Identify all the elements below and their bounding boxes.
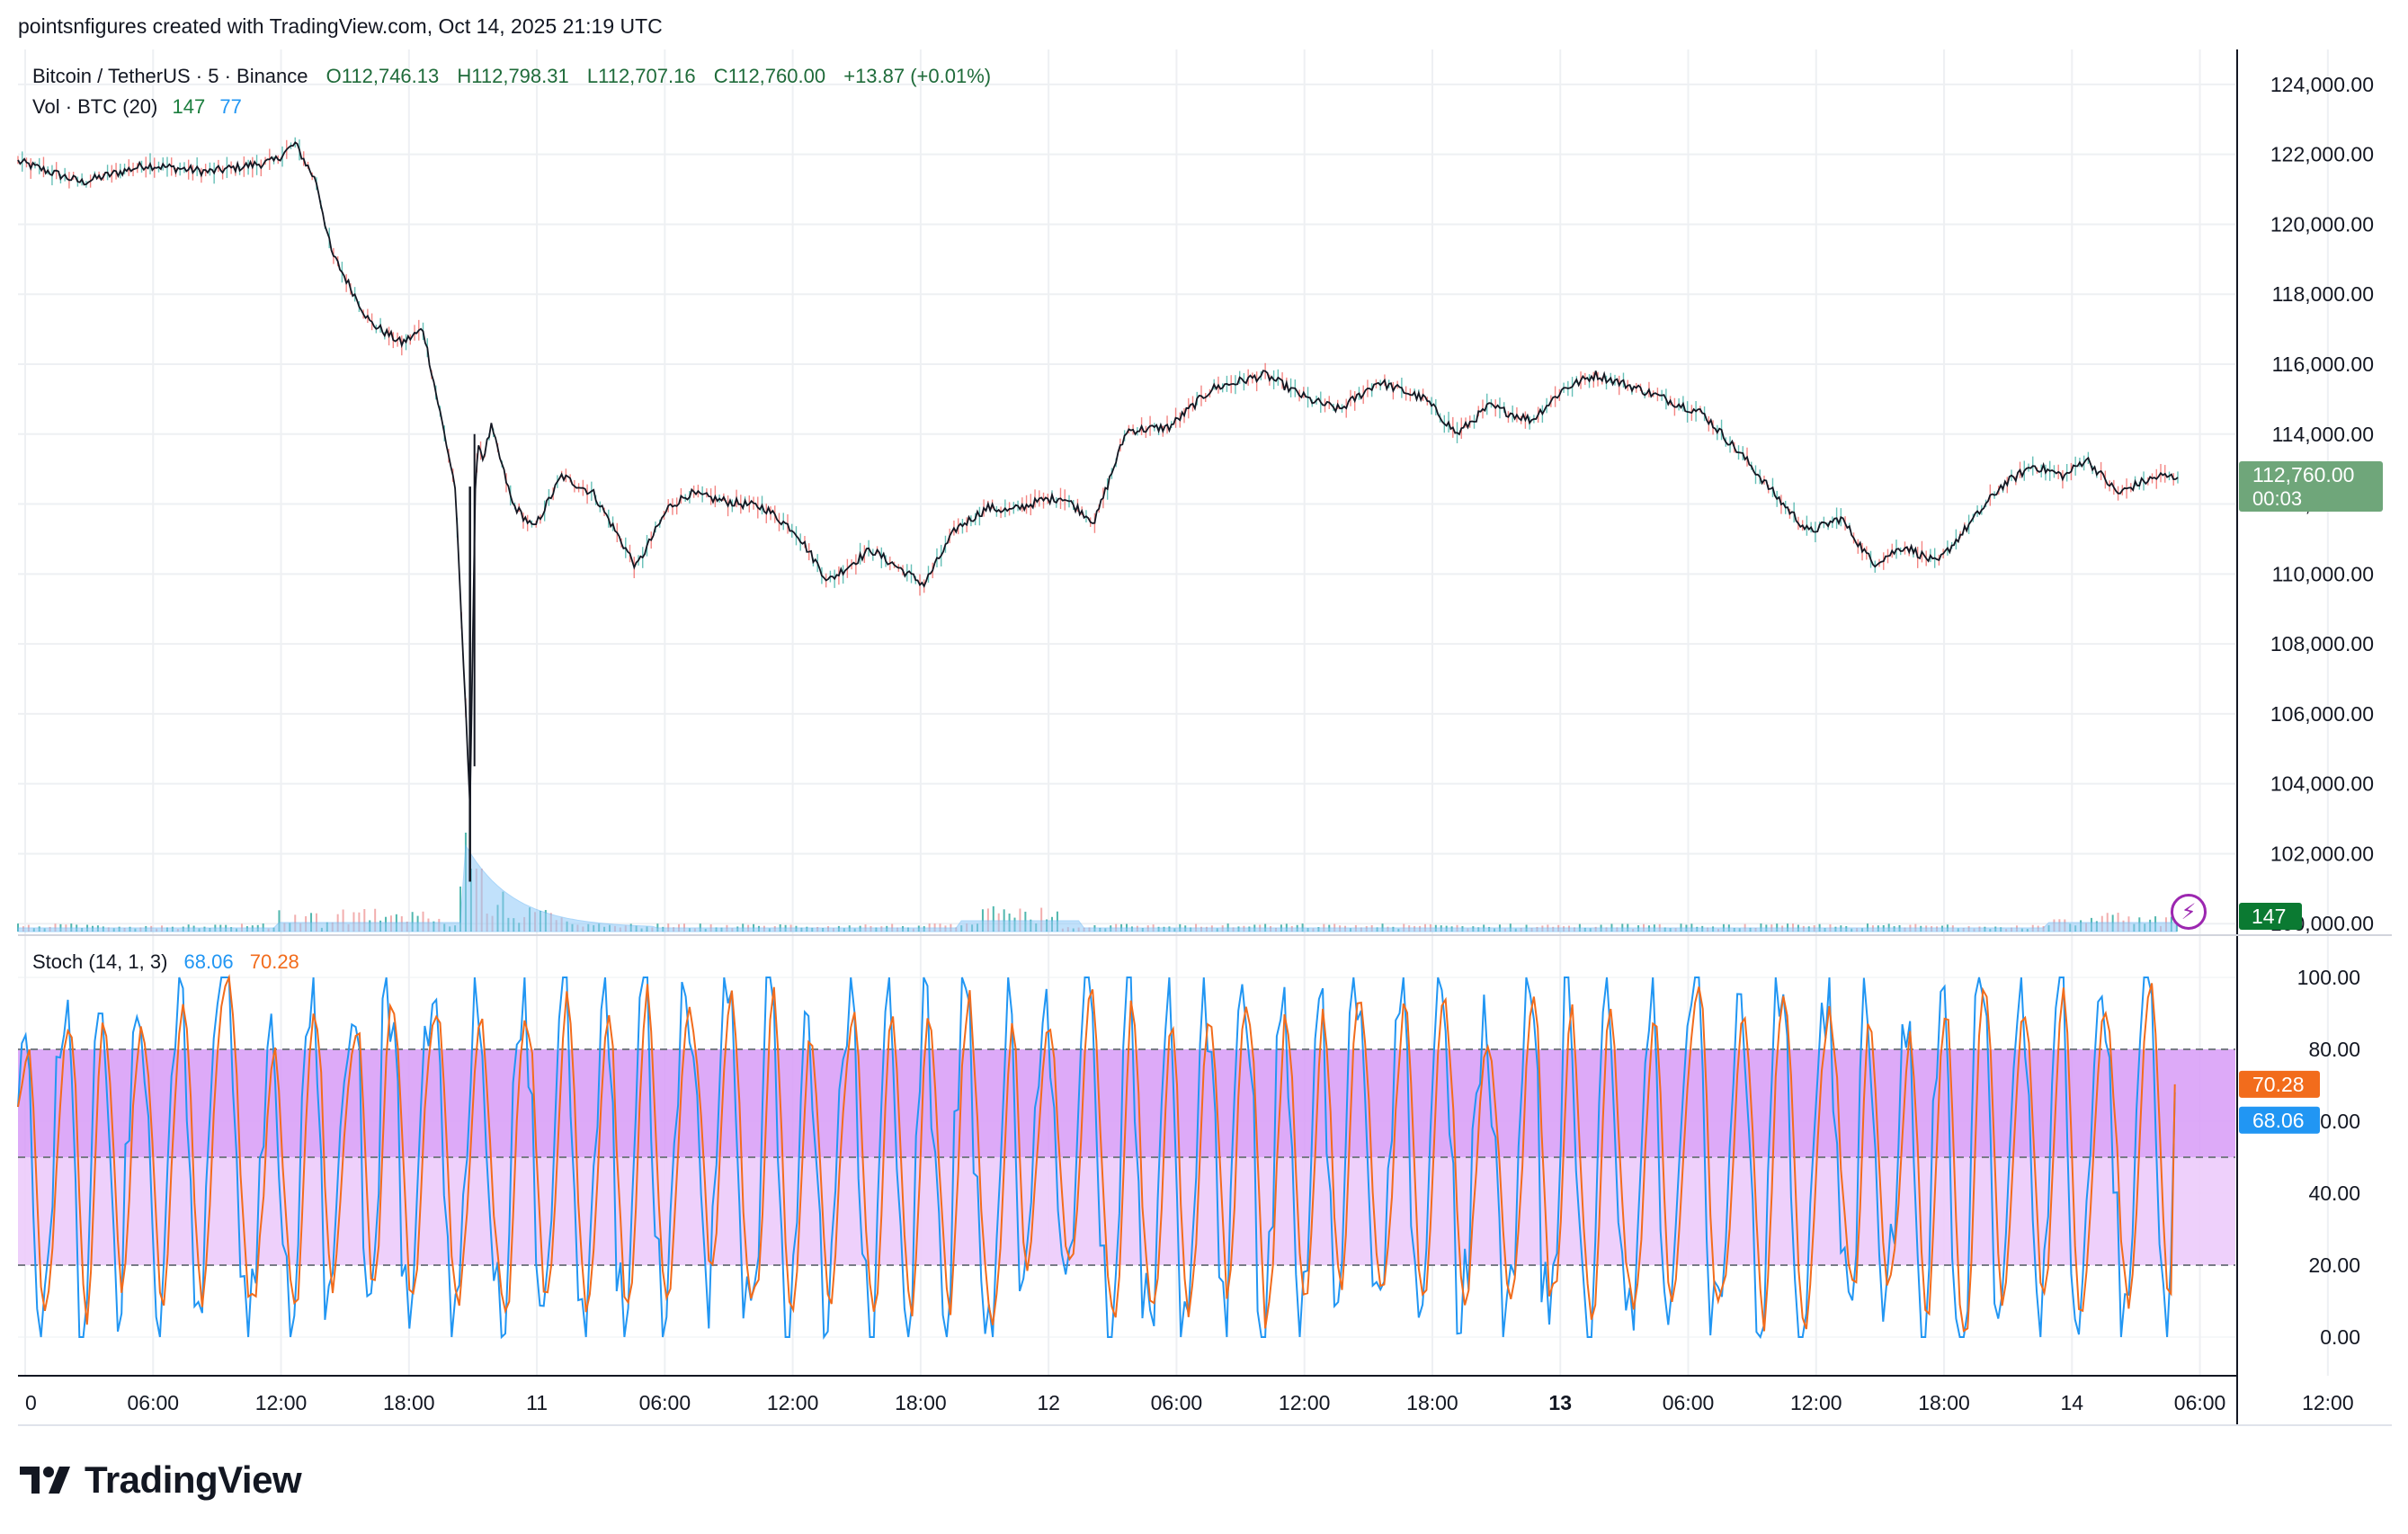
time-tick-label: 12:00: [1790, 1391, 1842, 1414]
stoch-name: Stoch (14, 1, 3): [32, 950, 168, 973]
stoch-k-value: 68.06: [183, 950, 234, 973]
time-tick-label: 06:00: [127, 1391, 179, 1414]
stoch-tick-label: 40.00: [2308, 1182, 2360, 1205]
axes: [18, 49, 2392, 1426]
price-tick-label: 116,000.00: [2272, 352, 2374, 376]
stoch-tick-label: 0.00: [2320, 1325, 2360, 1349]
tradingview-logo-text: TradingView: [85, 1458, 302, 1501]
stoch-legend[interactable]: Stoch (14, 1, 3) 68.06 70.28: [32, 950, 299, 974]
volume-bars: [17, 833, 2178, 932]
last-price-countdown: 00:03: [2252, 487, 2302, 510]
lightning-icon[interactable]: ⚡: [2171, 894, 2207, 930]
stoch-k-badge-value: 68.06: [2252, 1109, 2305, 1132]
price-tick-label: 118,000.00: [2272, 282, 2374, 306]
time-tick-label: 12:00: [1279, 1391, 1331, 1414]
price-series: [17, 137, 2179, 882]
tradingview-mark-icon: [20, 1467, 70, 1494]
volume-legend[interactable]: Vol · BTC (20) 147 77: [32, 95, 242, 119]
stoch-d-line: [17, 974, 2176, 1333]
low-value: L112,707.16: [586, 65, 696, 87]
price-tick-label: 122,000.00: [2270, 143, 2374, 166]
stoch-k-line: [17, 977, 2176, 1341]
time-tick-label: 12:00: [767, 1391, 819, 1414]
time-tick-label: 06:00: [2174, 1391, 2226, 1414]
time-tick-label: 12:00: [255, 1391, 308, 1414]
time-tick-label: 13: [1548, 1391, 1572, 1414]
time-tick-label: 18:00: [383, 1391, 435, 1414]
time-tick-label: 11: [526, 1391, 548, 1414]
price-tick-label: 110,000.00: [2272, 562, 2374, 585]
time-tick-label: 12:00: [2302, 1391, 2354, 1414]
price-line: [17, 141, 2179, 806]
stoch-d-badge: [2239, 1070, 2320, 1098]
tick-labels: 124,000.00 122,000.00 120,000.00 118,000.00…: [25, 73, 2374, 1414]
price-tick-label: 124,000.00: [2270, 73, 2374, 96]
time-tick-label: 06:00: [1151, 1391, 1203, 1414]
time-tick-label: 06:00: [1663, 1391, 1715, 1414]
stoch-tick-label: 20.00: [2308, 1253, 2360, 1277]
time-tick-label: 14: [2061, 1391, 2084, 1414]
price-tick-label: 114,000.00: [2272, 423, 2374, 446]
time-tick-label: 18:00: [1918, 1391, 1970, 1414]
chart-header-title: pointsnfigures created with TradingView.…: [18, 14, 663, 38]
time-tick-label: 18:00: [895, 1391, 947, 1414]
symbol-name: Bitcoin / TetherUS · 5 · Binance: [32, 65, 308, 87]
stoch-tick-label: 100.00: [2297, 966, 2360, 989]
price-tick-label: 104,000.00: [2270, 772, 2374, 796]
time-tick-label: 12: [1037, 1391, 1060, 1414]
change-value: +13.87 (+0.01%): [843, 65, 992, 87]
volume-value-1: 147: [172, 95, 206, 118]
time-tick-label: 0: [25, 1391, 37, 1414]
stoch-d-badge-value: 70.28: [2252, 1073, 2305, 1096]
volume-value-2: 77: [219, 95, 242, 118]
stoch-d-value: 70.28: [249, 950, 299, 973]
time-tick-label: 06:00: [639, 1391, 691, 1414]
stoch-tick-label: 80.00: [2308, 1038, 2360, 1061]
price-tick-label: 108,000.00: [2270, 632, 2374, 656]
tradingview-logo: TradingView: [20, 1458, 302, 1502]
last-price-value: 112,760.00: [2252, 463, 2354, 486]
price-tick-label: 120,000.00: [2270, 212, 2374, 236]
volume-name: Vol · BTC (20): [32, 95, 158, 118]
high-value: H112,798.31: [457, 65, 569, 87]
price-tick-label: 102,000.00: [2270, 842, 2374, 865]
stoch-series: [17, 974, 2176, 1341]
last-price-badge: [2239, 461, 2383, 512]
close-value: C112,760.00: [713, 65, 826, 87]
price-legend[interactable]: Bitcoin / TetherUS · 5 · Binance O112,74…: [32, 65, 991, 88]
volume-average-area: [17, 843, 2178, 932]
volume-badge: [2239, 903, 2302, 930]
price-tick-label: 106,000.00: [2270, 702, 2374, 726]
open-value: O112,746.13: [326, 65, 440, 87]
stoch-k-badge: [2239, 1106, 2320, 1134]
time-tick-label: 18:00: [1406, 1391, 1458, 1414]
volume-badge-value: 147: [2252, 905, 2286, 928]
stoch-band-lower: [18, 1157, 2235, 1265]
